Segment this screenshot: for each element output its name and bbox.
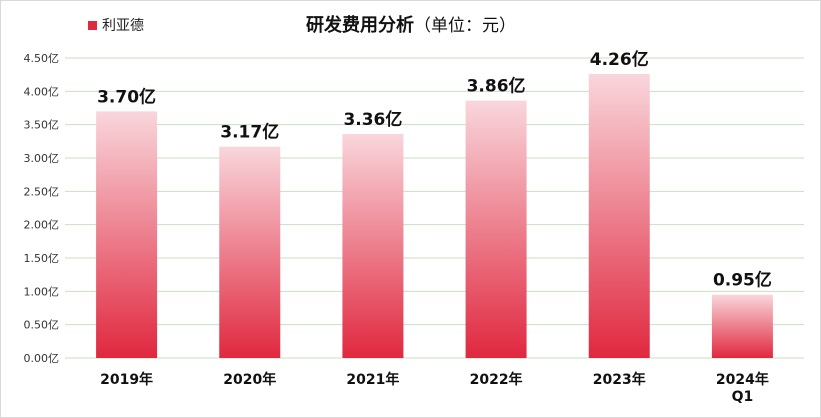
y-tick-label: 4.50亿	[24, 52, 60, 65]
y-tick-label: 0.00亿	[24, 352, 60, 365]
bar	[465, 100, 527, 359]
chart-title: 研发费用分析（单位：元）	[306, 14, 516, 36]
y-tick-label: 4.00亿	[24, 85, 60, 98]
x-tick-label: 2024年	[716, 371, 769, 388]
bar	[342, 134, 404, 358]
legend: 利亚德	[88, 18, 144, 34]
y-tick-label: 2.50亿	[24, 185, 60, 198]
bar	[219, 146, 281, 358]
bar	[588, 74, 650, 358]
x-tick-label: 2019年	[100, 371, 153, 388]
x-tick-label: 2021年	[346, 371, 399, 388]
y-tick-label: 3.50亿	[24, 119, 60, 132]
data-label: 3.36亿	[343, 109, 402, 130]
x-tick-label: 2022年	[470, 371, 523, 388]
y-tick-label: 0.50亿	[24, 319, 60, 332]
y-tick-label: 3.00亿	[24, 152, 60, 165]
bars	[96, 74, 773, 359]
data-label: 3.86亿	[467, 76, 526, 97]
x-tick-label: Q1	[732, 389, 754, 405]
data-labels: 3.70亿 3.17亿 3.36亿 3.86亿 4.26亿 0.95亿	[97, 49, 772, 291]
legend-swatch	[88, 21, 97, 30]
x-tick-label: 2020年	[223, 371, 276, 388]
x-tick-label: 2023年	[593, 371, 646, 388]
y-tick-label: 1.50亿	[24, 252, 60, 265]
data-label: 3.70亿	[97, 86, 156, 107]
chart-title-main: 研发费用分析	[306, 14, 414, 36]
grid-lines	[65, 57, 804, 359]
chart-subtitle: （单位：元）	[414, 16, 516, 36]
y-tick-label: 1.00亿	[24, 285, 60, 298]
y-axis-ticks: 0.00亿 0.50亿 1.00亿 1.50亿 2.00亿 2.50亿 3.00亿 3.50亿…	[24, 52, 60, 365]
legend-label: 利亚德	[102, 18, 144, 34]
bar	[96, 111, 158, 358]
data-label: 4.26亿	[590, 49, 649, 70]
data-label: 0.95亿	[713, 270, 772, 291]
y-tick-label: 2.00亿	[24, 219, 60, 232]
data-label: 3.17亿	[220, 122, 279, 143]
bar	[711, 294, 773, 358]
